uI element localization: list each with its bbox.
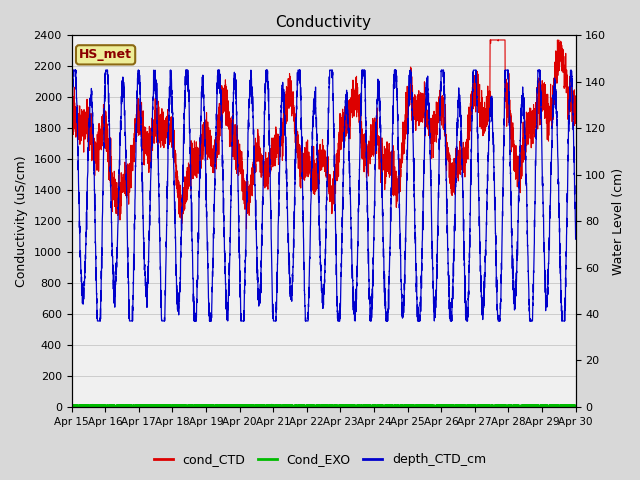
Cond_EXO — [370, 403, 378, 408]
depth_CTD_cm — [69, 67, 77, 73]
cond_CTD — [572, 115, 579, 121]
Cond_EXO — [137, 404, 145, 409]
Legend: cond_CTD, Cond_EXO, depth_CTD_cm: cond_CTD, Cond_EXO, depth_CTD_cm — [149, 448, 491, 471]
Title: Conductivity: Conductivity — [276, 15, 372, 30]
depth_CTD_cm — [260, 117, 268, 122]
Line: cond_CTD: cond_CTD — [72, 40, 575, 229]
Y-axis label: Conductivity (uS/cm): Conductivity (uS/cm) — [15, 156, 28, 287]
depth_CTD_cm — [159, 318, 167, 324]
Cond_EXO — [68, 403, 76, 409]
depth_CTD_cm — [483, 230, 490, 236]
cond_CTD — [159, 117, 167, 122]
depth_CTD_cm — [68, 138, 76, 144]
Text: HS_met: HS_met — [79, 48, 132, 61]
Cond_EXO — [572, 403, 579, 409]
cond_CTD — [486, 37, 494, 43]
Cond_EXO — [268, 402, 276, 408]
Cond_EXO — [260, 403, 268, 409]
cond_CTD — [482, 112, 490, 118]
cond_CTD — [444, 148, 452, 154]
Y-axis label: Water Level (cm): Water Level (cm) — [612, 168, 625, 275]
depth_CTD_cm — [396, 211, 403, 217]
cond_CTD — [370, 134, 378, 140]
depth_CTD_cm — [370, 224, 378, 230]
depth_CTD_cm — [572, 236, 579, 242]
Cond_EXO — [444, 403, 452, 409]
Line: Cond_EXO: Cond_EXO — [72, 405, 575, 407]
depth_CTD_cm — [444, 247, 452, 252]
depth_CTD_cm — [93, 318, 101, 324]
cond_CTD — [260, 170, 268, 176]
cond_CTD — [396, 172, 403, 178]
Cond_EXO — [396, 403, 403, 409]
cond_CTD — [243, 226, 250, 232]
Cond_EXO — [483, 403, 490, 408]
Cond_EXO — [159, 403, 167, 408]
cond_CTD — [68, 96, 76, 102]
Line: depth_CTD_cm: depth_CTD_cm — [72, 70, 575, 321]
